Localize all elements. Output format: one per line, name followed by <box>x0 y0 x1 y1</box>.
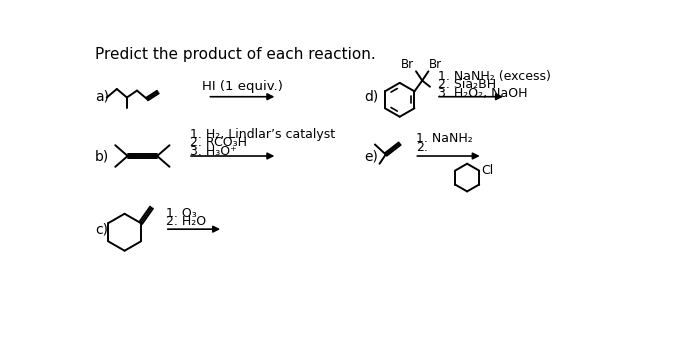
Text: 3. H₃O⁺: 3. H₃O⁺ <box>189 144 236 158</box>
Text: 2. Sia₂BH: 2. Sia₂BH <box>438 78 496 91</box>
Text: c): c) <box>95 222 108 236</box>
Text: 3. H₂O₂, NaOH: 3. H₂O₂, NaOH <box>438 87 527 100</box>
Text: 1. H₂, Lindlar’s catalyst: 1. H₂, Lindlar’s catalyst <box>189 128 335 141</box>
Text: 2.: 2. <box>416 141 428 154</box>
Text: 1. O₃: 1. O₃ <box>166 207 197 220</box>
Text: b): b) <box>95 149 109 163</box>
Text: HI (1 equiv.): HI (1 equiv.) <box>202 80 283 93</box>
Text: d): d) <box>364 90 378 104</box>
Text: Br: Br <box>401 57 415 71</box>
Text: a): a) <box>95 90 109 104</box>
Text: 2. H₂O: 2. H₂O <box>166 215 206 228</box>
Text: 1. NaNH₂ (excess): 1. NaNH₂ (excess) <box>438 70 551 83</box>
Text: Predict the product of each reaction.: Predict the product of each reaction. <box>95 47 376 63</box>
Text: e): e) <box>364 149 378 163</box>
Text: 1. NaNH₂: 1. NaNH₂ <box>416 132 473 145</box>
Text: Cl: Cl <box>481 164 493 177</box>
Text: Br: Br <box>429 57 442 71</box>
Text: 2. RCO₃H: 2. RCO₃H <box>189 136 247 149</box>
